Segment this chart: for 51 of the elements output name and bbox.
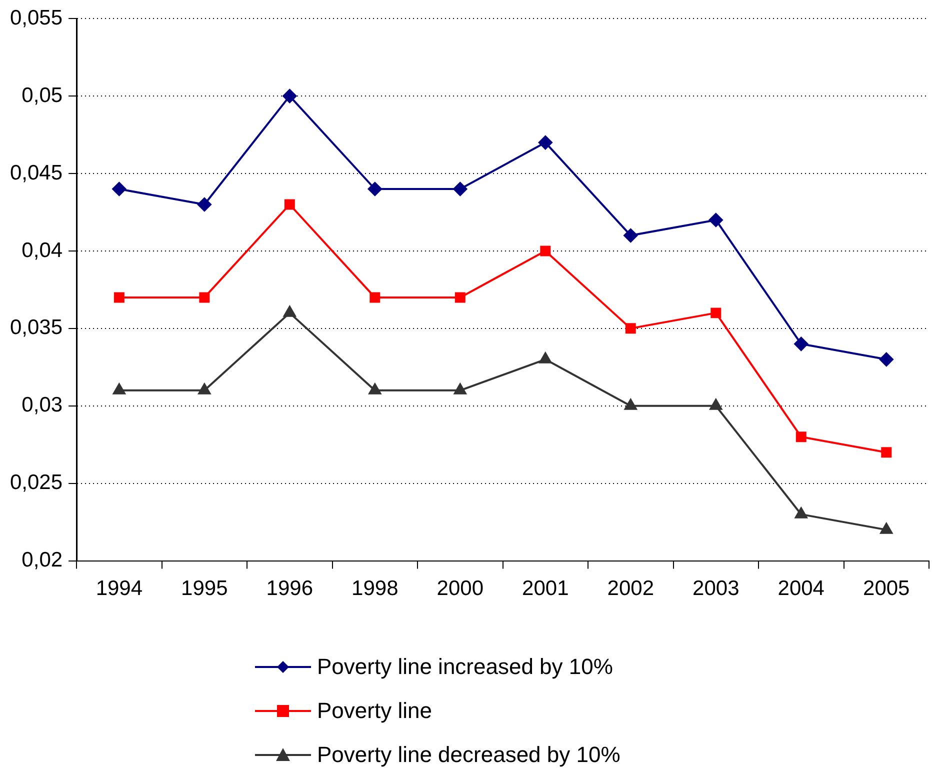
y-tick-label: 0,05 [22,84,63,107]
point [453,182,468,196]
point [284,199,295,210]
y-tick-label: 0,02 [22,548,63,572]
point [112,182,126,196]
point [708,212,723,227]
point [454,383,466,394]
point [199,292,210,303]
x-tick-label: 2001 [522,577,569,600]
legend-label: Poverty line increased by 10% [317,654,613,680]
x-tick-label: 1994 [96,577,143,600]
legend-label: Poverty line decreased by 10% [317,742,620,768]
point [282,89,297,104]
point [625,323,636,334]
point [197,197,212,212]
point [368,182,382,196]
point [710,398,722,410]
point [538,136,552,150]
x-tick-label: 2002 [607,577,654,600]
point [368,383,382,394]
y-tick-label: 0,025 [10,471,63,494]
x-tick-label: 2005 [863,577,910,600]
y-tick-label: 0,035 [10,316,63,340]
legend-label: Poverty line [317,698,432,724]
point [710,308,722,318]
y-tick-label: 0,045 [10,161,63,184]
y-tick-label: 0,03 [22,394,63,417]
point [879,352,894,366]
x-tick-label: 1995 [181,577,228,600]
y-tick-label: 0,04 [22,238,63,262]
point [370,292,380,303]
point [283,306,296,317]
x-tick-label: 1996 [266,577,314,600]
point [624,398,637,410]
point [198,383,211,394]
x-tick-label: 1998 [352,577,398,600]
point [454,292,466,303]
point [880,522,893,534]
point [794,507,808,518]
y-tick-label: 0,055 [10,6,63,30]
point [540,246,551,256]
point [539,352,552,364]
point [112,383,126,394]
x-tick-label: 2003 [692,577,740,600]
point [794,336,808,351]
point [881,447,892,458]
x-tick-label: 2000 [436,577,484,600]
x-tick-label: 2004 [778,577,825,600]
point [624,228,638,242]
point [114,292,124,303]
point [796,432,806,442]
